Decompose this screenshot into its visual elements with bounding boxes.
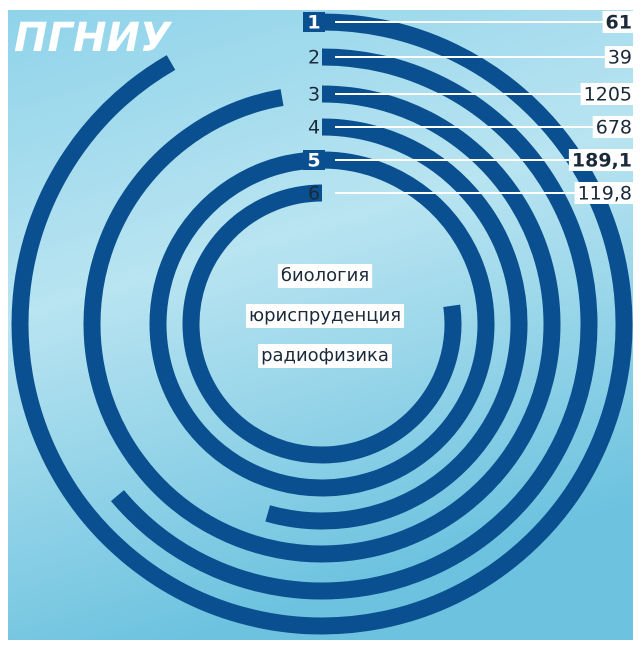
rank-label: 3 — [308, 84, 320, 106]
title: ПГНИУ — [14, 15, 173, 61]
rank-label: 5 — [307, 150, 320, 172]
value-label: 119,8 — [578, 183, 632, 205]
rank-label: 6 — [308, 183, 320, 205]
value-label: 1205 — [584, 84, 632, 106]
value-label: 189,1 — [572, 150, 632, 172]
value-label: 39 — [608, 47, 632, 69]
center-word: радиофизика — [261, 345, 389, 366]
rank-label: 2 — [308, 47, 320, 69]
rank-label: 4 — [308, 117, 320, 139]
center-word: юриспруденция — [249, 305, 401, 326]
infographic: ПГНИУ 1 61 2 39 3 1205 4 678 5 189,1 6 119,8 биолог… — [0, 0, 641, 649]
value-label: 61 — [606, 12, 632, 34]
center-word: биология — [281, 265, 369, 286]
rank-label: 1 — [307, 12, 320, 34]
value-label: 678 — [596, 117, 632, 139]
